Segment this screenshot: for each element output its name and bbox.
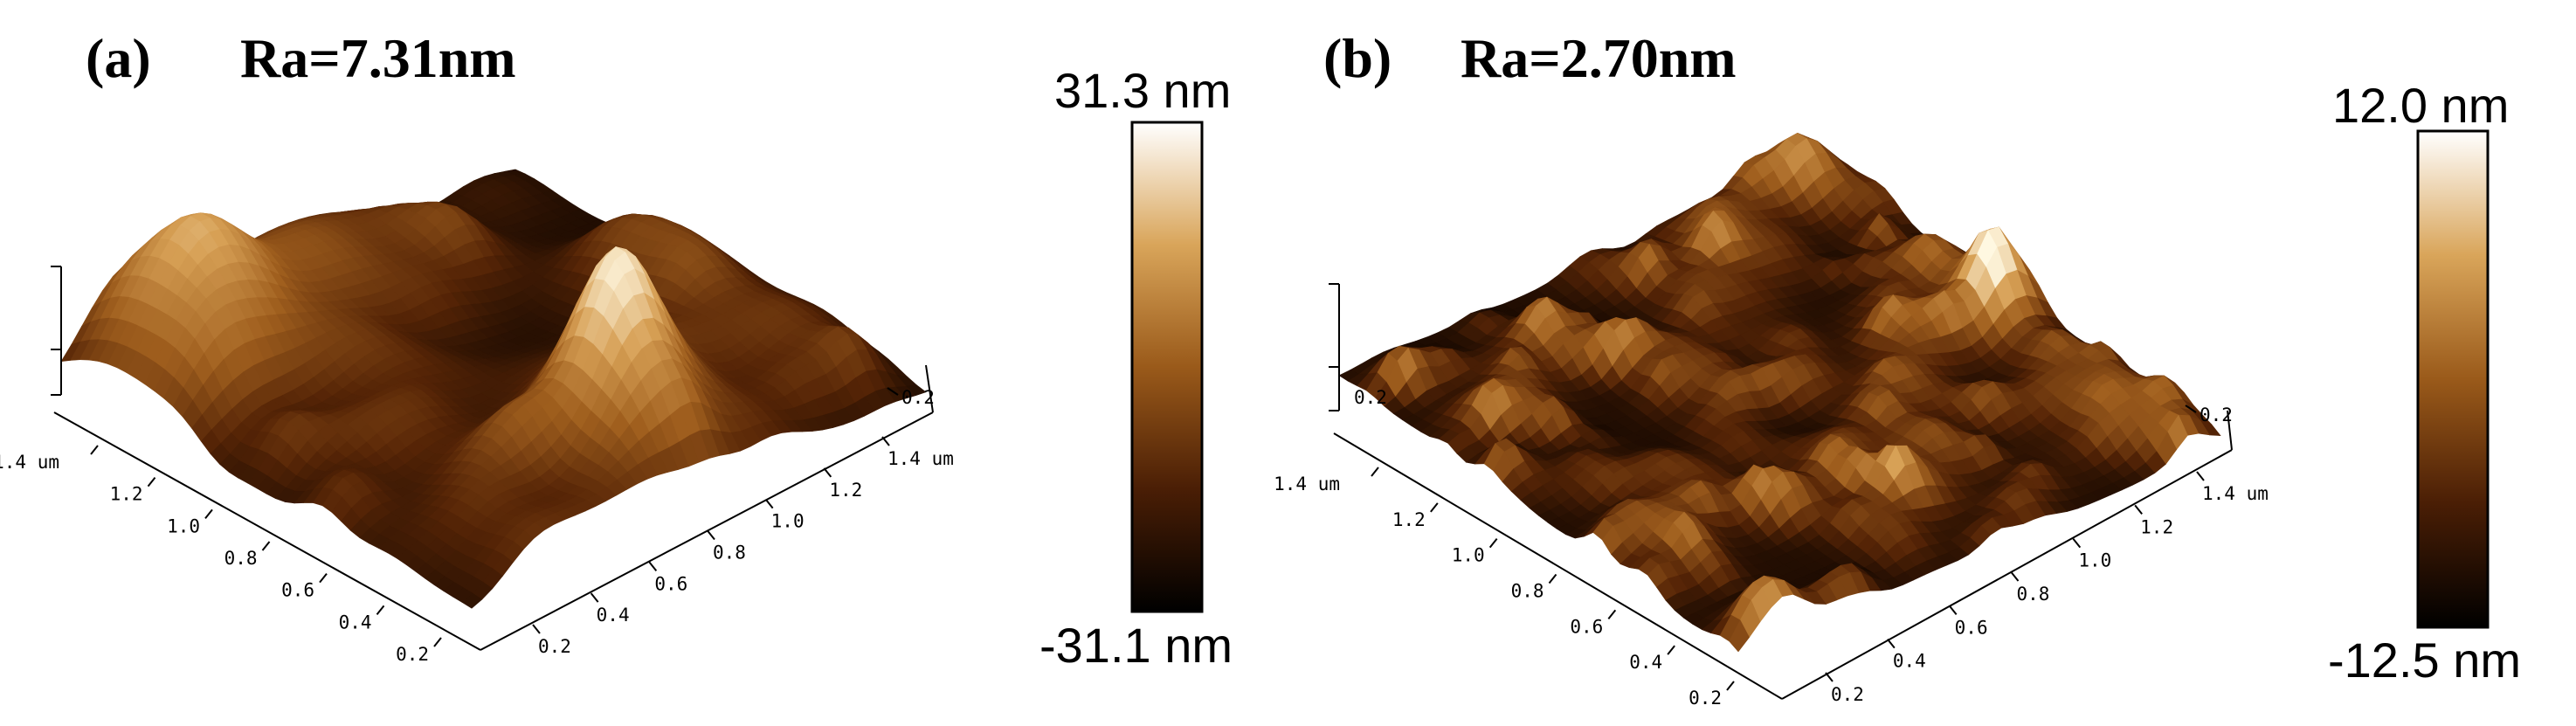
- panel-a-back-tick: [887, 387, 899, 396]
- panel-b-left-tick-label: 0.8: [1511, 581, 1544, 602]
- panel-a-label: (a): [86, 27, 151, 89]
- panel-b-right-tick: [2134, 504, 2143, 515]
- panel-b-left-tick: [1548, 573, 1557, 584]
- panel-b-left-tick: [1488, 538, 1498, 549]
- panel-a-left-tick: [147, 477, 156, 487]
- panel-a-left-tick-label: 1.4 um: [0, 452, 59, 473]
- panel-a-right-tick-label: 1.2: [829, 480, 862, 501]
- panel-a-left-tick: [376, 605, 385, 615]
- panel-b-z-axis: [1329, 283, 1340, 411]
- panel-b-right-tick: [2072, 538, 2082, 549]
- panel-a-ticks: 1.4 um 1.2 1.0 0.8 0.6 0.4 0.2 0.2 0.4 0.6 0.8 1.0 1…: [0, 387, 954, 665]
- panel-a-left-tick-label: 1.0: [167, 515, 200, 536]
- panel-a-right-tick-label: 1.0: [771, 511, 805, 532]
- panel-b-right-tick-label: 1.4 um: [2202, 483, 2269, 504]
- panel-b-right-tick-label: 0.8: [2017, 584, 2050, 605]
- panel-a-ra-value: Ra=7.31nm: [240, 27, 516, 89]
- panel-b-left-tick: [1667, 645, 1675, 655]
- panel-b-left-tick-label: 1.4 um: [1274, 474, 1340, 494]
- panel-b-left-tick-label: 0.2: [1689, 688, 1722, 709]
- panel-b-left-tick-label: 1.2: [1392, 509, 1426, 530]
- panel-a-left-tick-label: 0.4: [339, 612, 372, 633]
- panel-a-right-tick: [532, 624, 541, 634]
- panel-a-right-tick: [823, 467, 832, 478]
- panel-b-right-tick: [1825, 672, 1834, 682]
- panel-a-right-tick: [881, 436, 890, 446]
- panel-a-colorbar-max: 31.3 nm: [1054, 63, 1231, 118]
- panel-b-colorbar: 12.0 nm -12.5 nm: [2328, 78, 2521, 688]
- panel-b-left-tick: [1726, 681, 1735, 691]
- panel-a-colorbar-gradient: [1130, 121, 1204, 613]
- panel-b-colorbar-gradient: [2416, 129, 2490, 629]
- panel-a-left-tick: [90, 445, 99, 455]
- panel-b-right-tick: [1887, 639, 1896, 649]
- panel-b-left-tick-label: 0.4: [1629, 652, 1662, 673]
- panel-b-right-tick: [2010, 571, 2020, 582]
- panel-a-surface-facet: [461, 592, 483, 609]
- panel-a-base-axes: [53, 364, 934, 651]
- panel-a-left-tick: [204, 508, 213, 519]
- panel-b-left-tick-label: 1.0: [1452, 545, 1485, 566]
- panel-b-right-tick: [1948, 605, 1958, 615]
- panel-a-left-tick: [433, 637, 442, 647]
- panel-a-left-tick-label: 0.6: [281, 580, 314, 601]
- panel-b: (b) Ra=2.70nm 1.4 um 1.2 1.0 0.8 0.6 0.4 0.2 0.…: [1274, 27, 2521, 709]
- panel-a-right-tick: [764, 499, 774, 509]
- panel-a-colorbar: 31.3 nm -31.1 nm: [1039, 63, 1233, 673]
- panel-b-right-tick-label: 0.4: [1893, 651, 1926, 672]
- panel-a-right-tick: [707, 529, 715, 541]
- panel-a-right-tick: [648, 561, 658, 571]
- panel-a-right-tick-label: 1.4 um: [887, 448, 954, 469]
- panel-a-left-tick: [261, 541, 271, 551]
- panel-b-right-tick-label: 0.6: [1955, 617, 1988, 638]
- panel-b-left-tick: [1607, 609, 1617, 619]
- panel-b-right-tick-label: 1.2: [2140, 516, 2173, 537]
- panel-b-left-tick: [1430, 502, 1439, 513]
- panel-b-left-tick-label: 0.6: [1570, 616, 1603, 637]
- panel-a-right-tick-label: 0.8: [713, 543, 746, 564]
- panel-a-left-tick-label: 0.8: [224, 548, 258, 569]
- panel-a-surface: [60, 169, 927, 609]
- panel-b-right-tick: [2196, 471, 2205, 481]
- panel-b-colorbar-min: -12.5 nm: [2328, 633, 2521, 688]
- panel-a-right-tick-label: 0.2: [538, 636, 571, 657]
- panel-b-back-tick-label: 0.2: [2200, 404, 2233, 425]
- panel-a-left-tick: [319, 573, 328, 584]
- panel-a-right-tick-label: 0.4: [597, 605, 630, 626]
- panel-a: (a) Ra=7.31nm 1.4 um 1.2 1.0 0.8 0.6 0.4 0.2 0.…: [0, 27, 1233, 673]
- panel-a-right-tick: [590, 592, 599, 603]
- panel-a-colorbar-min: -31.1 nm: [1039, 618, 1233, 673]
- panel-a-left-tick-label: 1.2: [110, 484, 143, 505]
- panel-b-left-tick: [1371, 467, 1379, 477]
- panel-a-left-tick-label: 0.2: [396, 644, 429, 665]
- panel-b-left-back-tick-label: 0.2: [1354, 387, 1387, 408]
- panel-b-right-tick-label: 0.2: [1831, 684, 1864, 705]
- panel-a-back-tick-label: 0.2: [901, 387, 935, 408]
- panel-b-label: (b): [1323, 27, 1392, 89]
- panel-a-right-tick-label: 0.6: [654, 573, 687, 594]
- panel-b-ra-value: Ra=2.70nm: [1461, 27, 1737, 89]
- panel-b-right-tick-label: 1.0: [2078, 550, 2111, 571]
- panel-b-surface: [1338, 132, 2221, 653]
- panel-b-colorbar-max: 12.0 nm: [2332, 78, 2509, 133]
- panel-a-z-axis: [51, 266, 62, 396]
